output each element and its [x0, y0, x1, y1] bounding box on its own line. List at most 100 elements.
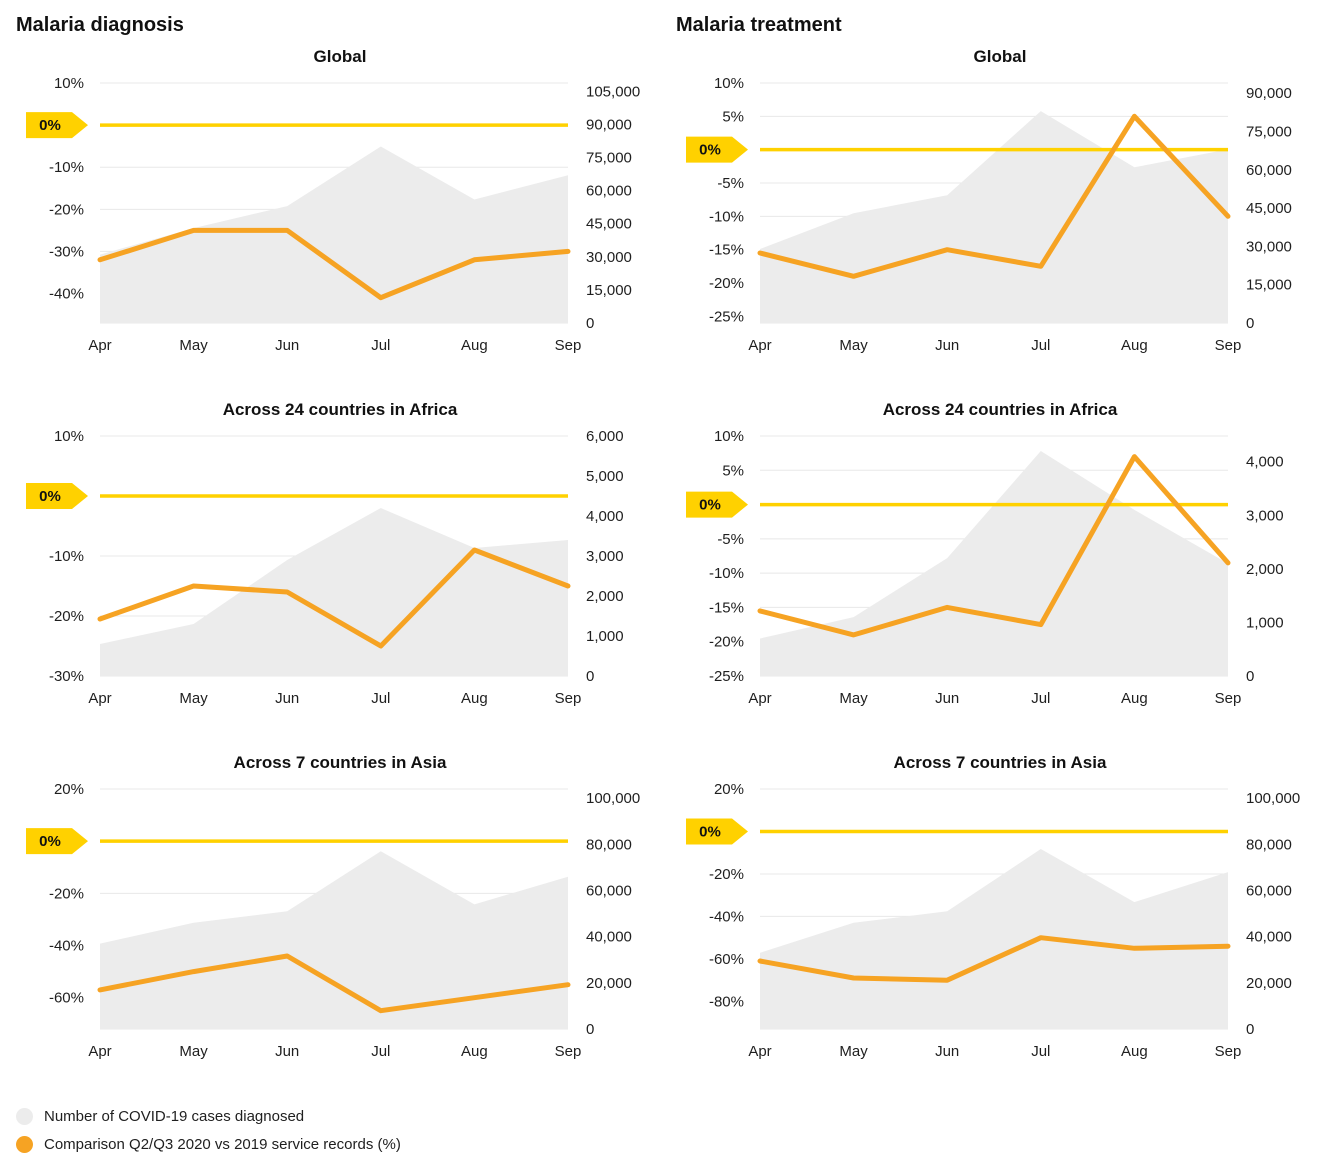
chart-malaria-diagnosis-global: Global 10% -10% -20% -30% -40% 0% 105,000 90,000…: [16, 47, 664, 390]
right-axis-tick: 15,000: [586, 282, 632, 299]
chart-title: Global: [973, 47, 1027, 66]
right-axis-tick: 30,000: [586, 249, 632, 266]
left-axis-tick: -20%: [709, 634, 744, 651]
zero-badge-label: 0%: [699, 142, 721, 159]
x-axis-label: Sep: [1215, 337, 1242, 354]
column-malaria-treatment: Malaria treatment Global 10% 5% -5% -10% -15%…: [660, 14, 1320, 1104]
left-axis-tick: -10%: [49, 548, 84, 565]
x-axis-label: Apr: [88, 1043, 111, 1060]
right-axis-tick: 0: [586, 668, 594, 685]
covid-cases-area: [760, 451, 1228, 676]
left-axis-tick: -25%: [709, 308, 744, 325]
left-axis-tick: 5%: [722, 108, 744, 125]
left-axis-tick: 20%: [714, 781, 744, 798]
x-axis-label: Aug: [461, 337, 488, 354]
right-axis-tick: 4,000: [586, 508, 624, 525]
zero-badge-label: 0%: [699, 823, 721, 840]
x-axis-label: Apr: [88, 337, 111, 354]
zero-badge-label: 0%: [39, 117, 61, 134]
legend: Number of COVID-19 cases diagnosed Compa…: [0, 1104, 1320, 1153]
x-axis-label: Jun: [275, 1043, 299, 1060]
x-axis-label: Jul: [1031, 690, 1050, 707]
left-axis-tick: -20%: [709, 275, 744, 292]
left-axis-tick: 20%: [54, 781, 84, 798]
x-axis-label: Jul: [1031, 1043, 1050, 1060]
right-axis-tick: 60,000: [586, 183, 632, 200]
column-title-diagnosis: Malaria diagnosis: [16, 14, 184, 36]
x-axis-label: Apr: [748, 337, 771, 354]
x-axis-label: Aug: [461, 1043, 488, 1060]
zero-badge-label: 0%: [39, 488, 61, 505]
chart-title: Global: [313, 47, 367, 66]
right-axis-tick: 0: [586, 1021, 594, 1038]
chart-malaria-diagnosis-across-7-countries-in-asia: Across 7 countries in Asia 20% -20% -40% -60…: [16, 753, 664, 1096]
x-axis-label: Sep: [1215, 1043, 1242, 1060]
x-axis-label: Aug: [1121, 690, 1148, 707]
right-axis-tick: 0: [1246, 315, 1254, 332]
zero-badge: [686, 818, 748, 845]
left-axis-tick: -30%: [49, 243, 84, 260]
x-axis-label: Jul: [371, 1043, 390, 1060]
x-axis-label: Jun: [935, 1043, 959, 1060]
left-axis-tick: -80%: [709, 993, 744, 1010]
x-axis-label: May: [839, 337, 868, 354]
charts-treatment: Global 10% 5% -5% -10% -15% -20% -25% 0% 90,000 75…: [676, 47, 1320, 1096]
x-axis-label: Sep: [555, 690, 582, 707]
zero-badge-label: 0%: [699, 497, 721, 514]
covid-cases-swatch-icon: [16, 1108, 33, 1125]
right-axis-tick: 80,000: [1246, 836, 1292, 853]
right-axis-tick: 60,000: [1246, 162, 1292, 179]
left-axis-tick: -20%: [709, 866, 744, 883]
x-axis-label: Jun: [275, 337, 299, 354]
chart-grid: Malaria diagnosis Global 10% -10% -20% -30% -…: [0, 14, 1320, 1104]
x-axis-label: Aug: [1121, 337, 1148, 354]
x-axis-label: Aug: [461, 690, 488, 707]
covid-cases-area: [760, 849, 1228, 1029]
chart-canvas: 10% -10% -20% -30% -40% 0% 105,000 90,000 75,000…: [26, 75, 640, 354]
right-axis-tick: 20,000: [586, 975, 632, 992]
right-axis-tick: 75,000: [1246, 124, 1292, 141]
right-axis-tick: 60,000: [586, 883, 632, 900]
left-axis-tick: 10%: [54, 75, 84, 92]
x-axis-label: Jun: [935, 337, 959, 354]
legend-item-comparison: Comparison Q2/Q3 2020 vs 2019 service re…: [16, 1136, 1320, 1153]
covid-cases-area: [100, 146, 568, 323]
column-title-treatment: Malaria treatment: [676, 14, 842, 36]
x-axis-label: Apr: [748, 1043, 771, 1060]
legend-label-comparison: Comparison Q2/Q3 2020 vs 2019 service re…: [44, 1136, 401, 1153]
x-axis-label: Sep: [555, 1043, 582, 1060]
legend-label-covid-cases: Number of COVID-19 cases diagnosed: [44, 1108, 305, 1125]
chart-malaria-treatment-across-24-countries-in-africa: Across 24 countries in Africa 10% 5% -5% -10…: [676, 400, 1320, 743]
chart-canvas: 10% 5% -5% -10% -15% -20% -25% 0% 90,000 75,000 60…: [686, 75, 1292, 354]
left-axis-tick: 5%: [722, 462, 744, 479]
left-axis-tick: -40%: [49, 938, 84, 955]
right-axis-tick: 5,000: [586, 468, 624, 485]
x-axis-label: May: [179, 690, 208, 707]
zero-badge: [686, 136, 748, 163]
covid-cases-area: [100, 508, 568, 676]
left-axis-tick: -60%: [49, 990, 84, 1007]
left-axis-tick: -15%: [709, 242, 744, 259]
zero-badge: [26, 828, 88, 855]
left-axis-tick: -10%: [49, 159, 84, 176]
comparison-line: [97, 953, 571, 1014]
chart-canvas: 10% 5% -5% -10% -15% -20% -25% 0% 4,000 3,000 2,00…: [686, 428, 1284, 707]
left-axis-tick: -60%: [709, 951, 744, 968]
chart-title: Across 24 countries in Africa: [222, 400, 458, 419]
left-axis-tick: 10%: [54, 428, 84, 445]
left-axis-tick: -40%: [709, 908, 744, 925]
comparison-swatch-icon: [16, 1136, 33, 1153]
legend-item-covid-cases: Number of COVID-19 cases diagnosed: [16, 1108, 1320, 1125]
right-axis-tick: 0: [1246, 668, 1254, 685]
left-axis-tick: -20%: [49, 885, 84, 902]
left-axis-tick: 10%: [714, 75, 744, 92]
right-axis-tick: 45,000: [1246, 200, 1292, 217]
right-axis-tick: 0: [1246, 1021, 1254, 1038]
right-axis-tick: 40,000: [586, 929, 632, 946]
x-axis-label: Sep: [1215, 690, 1242, 707]
chart-title: Across 7 countries in Asia: [233, 753, 447, 772]
x-axis-label: Sep: [555, 337, 582, 354]
left-axis-tick: -20%: [49, 201, 84, 218]
right-axis-tick: 4,000: [1246, 454, 1284, 471]
left-axis-tick: -5%: [717, 531, 744, 548]
